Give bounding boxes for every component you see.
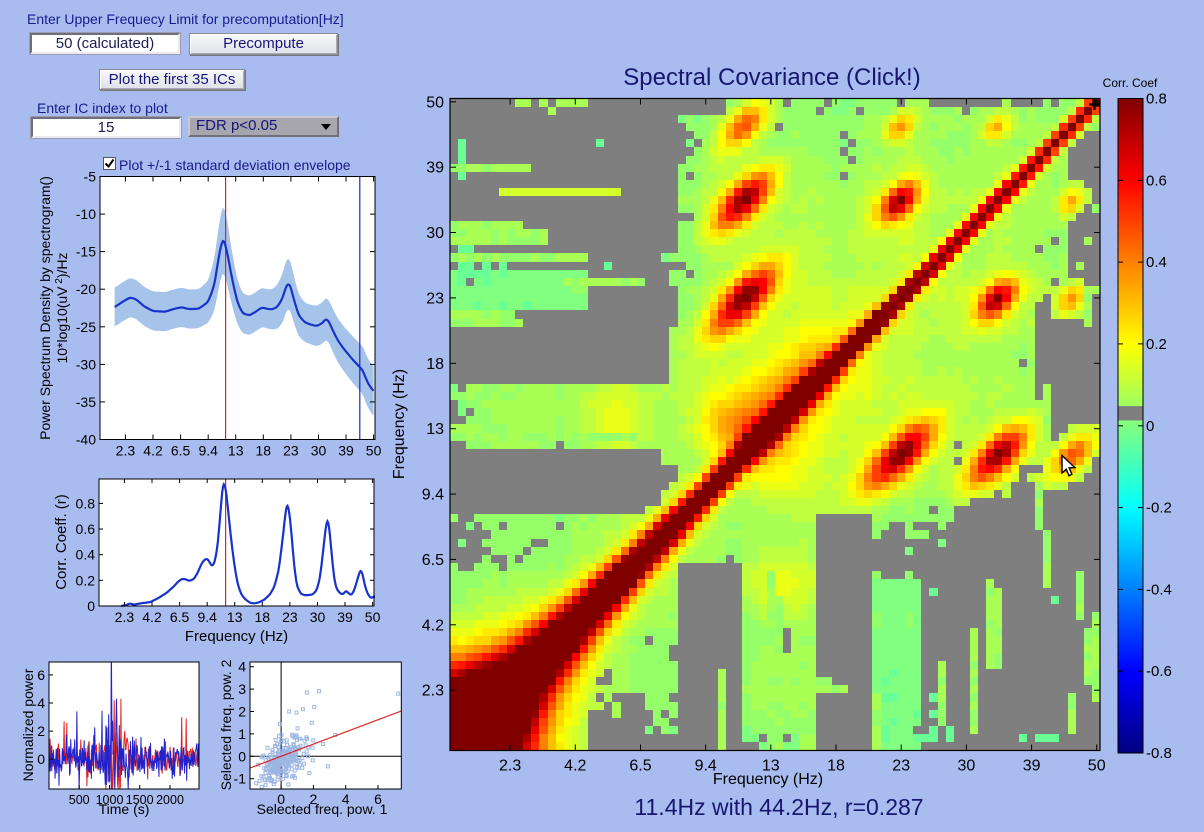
svg-text:6.5: 6.5	[170, 609, 190, 625]
svg-text:Frequency (Hz): Frequency (Hz)	[185, 628, 288, 645]
svg-text:13: 13	[762, 758, 780, 775]
svg-text:0: 0	[1146, 418, 1154, 435]
svg-text:-40: -40	[76, 432, 96, 448]
svg-text:18: 18	[256, 443, 272, 459]
svg-text:500: 500	[69, 793, 90, 807]
svg-text:11.4Hz with 44.2Hz, r=0.287: 11.4Hz with 44.2Hz, r=0.287	[634, 794, 923, 820]
svg-text:4.2: 4.2	[564, 758, 586, 775]
svg-text:18: 18	[255, 609, 271, 625]
svg-text:6.5: 6.5	[422, 552, 444, 569]
svg-text:50: 50	[365, 609, 381, 625]
svg-text:0: 0	[238, 748, 246, 764]
svg-text:13: 13	[426, 421, 444, 438]
svg-text:0.8: 0.8	[76, 495, 96, 511]
svg-text:-0.4: -0.4	[1146, 581, 1172, 598]
svg-text:0: 0	[277, 791, 285, 807]
svg-text:-1: -1	[234, 771, 247, 787]
svg-text:2: 2	[310, 791, 318, 807]
svg-text:6: 6	[374, 791, 382, 807]
svg-text:2.3: 2.3	[422, 683, 444, 700]
svg-text:2.3: 2.3	[116, 443, 136, 459]
svg-text:9.4: 9.4	[695, 758, 717, 775]
svg-text:39: 39	[1023, 758, 1041, 775]
svg-text:Normalized power: Normalized power	[20, 668, 36, 781]
svg-text:2: 2	[238, 704, 246, 720]
svg-text:-0.6: -0.6	[1146, 663, 1172, 680]
svg-text:39: 39	[426, 160, 444, 177]
svg-text:Frequency (Hz): Frequency (Hz)	[713, 771, 823, 788]
svg-text:9.4: 9.4	[198, 443, 218, 459]
svg-text:Spectral Covariance (Click!): Spectral Covariance (Click!)	[623, 64, 920, 91]
svg-text:30: 30	[958, 758, 976, 775]
svg-text:0.6: 0.6	[1146, 172, 1167, 189]
svg-text:1: 1	[238, 726, 246, 742]
svg-text:6: 6	[37, 667, 45, 683]
svg-text:4.2: 4.2	[142, 609, 162, 625]
svg-text:13: 13	[228, 443, 244, 459]
svg-text:50: 50	[426, 94, 444, 111]
svg-text:9.4: 9.4	[422, 487, 444, 504]
svg-text:23: 23	[892, 758, 910, 775]
svg-text:-0.8: -0.8	[1146, 745, 1172, 762]
svg-text:Frequency (Hz): Frequency (Hz)	[391, 369, 408, 479]
svg-text:Corr. Coef: Corr. Coef	[1103, 76, 1158, 90]
svg-text:39: 39	[337, 609, 353, 625]
svg-text:30: 30	[310, 609, 326, 625]
svg-text:-25: -25	[76, 319, 96, 335]
svg-text:-15: -15	[76, 244, 96, 260]
svg-text:50: 50	[1088, 758, 1106, 775]
svg-text:9.4: 9.4	[197, 609, 217, 625]
svg-text:0: 0	[87, 598, 95, 614]
svg-text:50: 50	[366, 443, 382, 459]
svg-text:23: 23	[283, 443, 299, 459]
svg-text:23: 23	[426, 290, 444, 307]
svg-text:0.8: 0.8	[1146, 91, 1167, 108]
svg-text:4.2: 4.2	[422, 617, 444, 634]
svg-text:30: 30	[426, 225, 444, 242]
svg-text:-20: -20	[76, 281, 96, 297]
svg-text:1500: 1500	[126, 793, 154, 807]
svg-text:Power Spectrum Density by spec: Power Spectrum Density by spectrogram()	[37, 176, 53, 440]
svg-text:0.4: 0.4	[76, 547, 96, 563]
svg-text:4: 4	[37, 695, 45, 711]
svg-text:6.5: 6.5	[629, 758, 651, 775]
svg-text:30: 30	[311, 443, 327, 459]
svg-text:2: 2	[37, 723, 45, 739]
svg-text:Corr. Coeff. (r): Corr. Coeff. (r)	[53, 494, 70, 590]
svg-text:3: 3	[238, 681, 246, 697]
svg-text:0: 0	[37, 751, 45, 767]
svg-text:10*log10(uV 2)/Hz: 10*log10(uV 2)/Hz	[54, 252, 70, 363]
svg-text:0.2: 0.2	[76, 572, 96, 588]
svg-text:0.4: 0.4	[1146, 254, 1167, 271]
svg-text:13: 13	[227, 609, 243, 625]
svg-text:Time (s): Time (s)	[99, 801, 150, 817]
svg-text:0.6: 0.6	[76, 521, 96, 537]
svg-text:4: 4	[238, 659, 246, 675]
svg-text:Selected freq. pow. 1: Selected freq. pow. 1	[257, 801, 388, 817]
svg-text:2.3: 2.3	[115, 609, 135, 625]
svg-text:Selected freq. pow. 2: Selected freq. pow. 2	[218, 659, 234, 790]
svg-text:-0.2: -0.2	[1146, 500, 1172, 517]
svg-text:39: 39	[338, 443, 354, 459]
svg-text:23: 23	[282, 609, 298, 625]
svg-text:-5: -5	[84, 169, 97, 185]
svg-text:4: 4	[342, 791, 350, 807]
svg-text:0.2: 0.2	[1146, 336, 1167, 353]
svg-text:18: 18	[426, 356, 444, 373]
svg-text:2000: 2000	[156, 793, 184, 807]
svg-text:-30: -30	[76, 356, 96, 372]
svg-text:2.3: 2.3	[499, 758, 521, 775]
svg-text:-10: -10	[76, 206, 96, 222]
svg-text:6.5: 6.5	[171, 443, 191, 459]
svg-text:-35: -35	[76, 394, 96, 410]
svg-text:18: 18	[827, 758, 845, 775]
svg-text:4.2: 4.2	[143, 443, 163, 459]
svg-text:1000: 1000	[96, 793, 124, 807]
